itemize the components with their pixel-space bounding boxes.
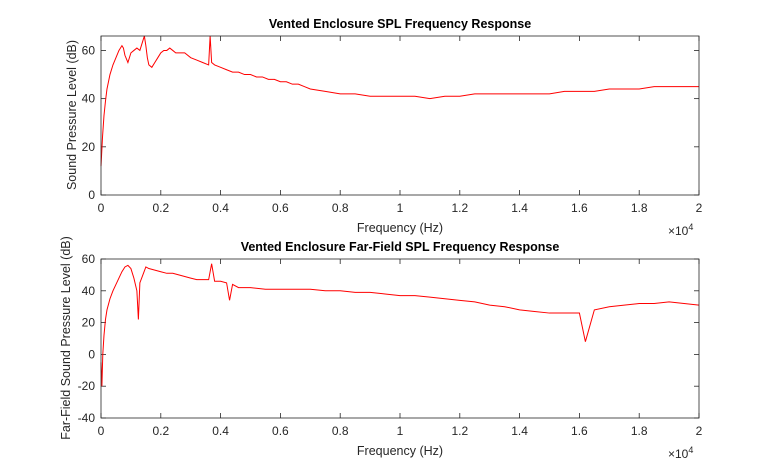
- y-tick-label: -20: [78, 379, 96, 393]
- x-tick-label: 1.6: [571, 424, 588, 438]
- x-tick-label: 0.2: [152, 424, 169, 438]
- y-tick-label: 0: [88, 347, 95, 361]
- plot-area-border: [100, 258, 700, 419]
- x-exponent-label: ×104: [668, 445, 693, 461]
- x-tick-label: 2: [696, 201, 703, 215]
- x-tick-label: 0: [98, 424, 105, 438]
- x-tick-label: 1.8: [631, 201, 648, 215]
- x-tick-label: 1.4: [511, 424, 528, 438]
- x-tick-label: 1.2: [451, 201, 468, 215]
- y-tick-label: 20: [82, 316, 96, 330]
- series-line: [100, 263, 700, 387]
- axis-ticks: 0 0.2 0.4 0.6 0.8 1 1.2 1.4 1.6 1.8 2 -40 -20 0 20 40 60: [78, 252, 703, 438]
- x-tick-label: 1.6: [571, 201, 588, 215]
- x-tick-label: 1: [397, 201, 404, 215]
- y-tick-label: 60: [82, 252, 96, 266]
- chart-spl: Vented Enclosure SPL Frequency Response …: [65, 17, 703, 238]
- x-exponent-label: ×104: [668, 222, 693, 238]
- x-tick-label: 0.2: [152, 201, 169, 215]
- y-tick-label: 40: [82, 284, 96, 298]
- x-tick-label: 0.4: [212, 424, 229, 438]
- x-axis-label: Frequency (Hz): [357, 221, 443, 235]
- x-tick-label: 1.4: [511, 201, 528, 215]
- chart-far-field-spl: Vented Enclosure Far-Field SPL Frequency…: [59, 236, 703, 461]
- x-tick-label: 1.8: [631, 424, 648, 438]
- y-tick-label: -40: [78, 411, 96, 425]
- x-tick-label: 0.8: [332, 201, 349, 215]
- x-axis-label: Frequency (Hz): [357, 444, 443, 458]
- x-tick-label: 0: [98, 201, 105, 215]
- series-line: [100, 35, 699, 167]
- x-tick-label: 2: [696, 424, 703, 438]
- x-tick-label: 1: [397, 424, 404, 438]
- y-tick-label: 60: [82, 43, 96, 57]
- chart-title: Vented Enclosure Far-Field SPL Frequency…: [241, 240, 560, 254]
- y-axis-label: Far-Field Sound Pressure Level (dB): [59, 236, 73, 440]
- x-tick-label: 0.6: [272, 201, 289, 215]
- chart-title: Vented Enclosure SPL Frequency Response: [269, 17, 531, 31]
- x-tick-label: 1.2: [451, 424, 468, 438]
- y-tick-label: 20: [82, 140, 96, 154]
- plot-area-border: [100, 35, 700, 196]
- y-tick-label: 0: [88, 188, 95, 202]
- x-tick-label: 0.8: [332, 424, 349, 438]
- x-tick-label: 0.4: [212, 201, 229, 215]
- y-tick-label: 40: [82, 92, 96, 106]
- x-tick-label: 0.6: [272, 424, 289, 438]
- y-axis-label: Sound Pressure Level (dB): [65, 40, 79, 190]
